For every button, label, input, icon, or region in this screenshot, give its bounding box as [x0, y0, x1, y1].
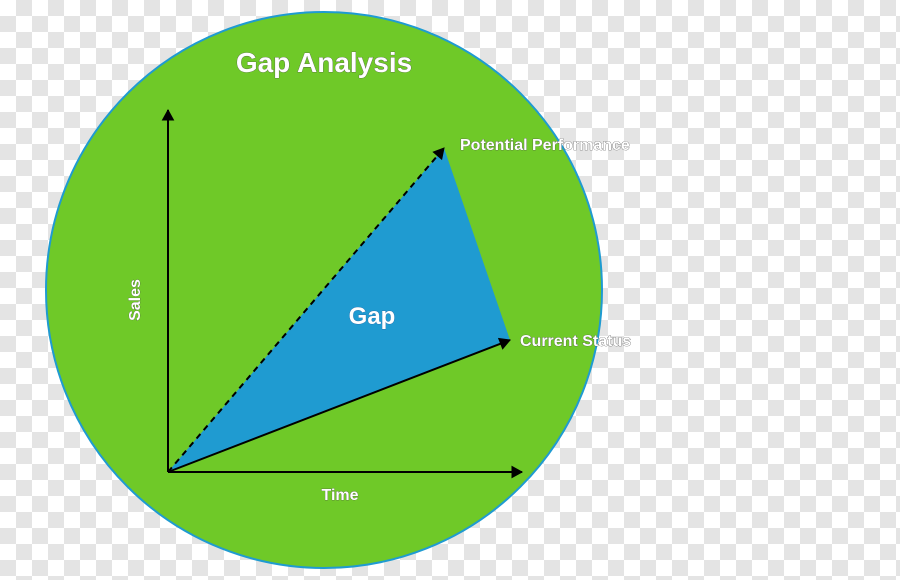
x-axis-label: Time [321, 487, 358, 504]
potential-label: Potential Performance [460, 137, 630, 154]
y-axis-label: Sales [127, 279, 144, 321]
diagram-stage: Gap Analysis Time Sales Potential Performan… [0, 0, 900, 580]
gap-label: Gap [349, 303, 396, 330]
current-label: Current Status [520, 333, 631, 350]
diagram-title: Gap Analysis [236, 47, 412, 78]
diagram-svg: Gap Analysis Time Sales Potential Performan… [0, 0, 900, 580]
